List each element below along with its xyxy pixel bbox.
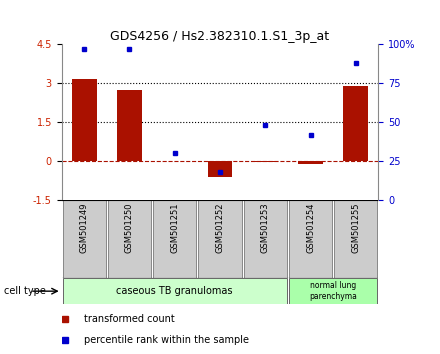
Text: GSM501251: GSM501251	[170, 202, 179, 253]
Bar	[243, 200, 287, 278]
Bar	[298, 161, 323, 164]
Bar	[289, 278, 378, 304]
Title: GDS4256 / Hs2.382310.1.S1_3p_at: GDS4256 / Hs2.382310.1.S1_3p_at	[110, 30, 330, 43]
Bar	[62, 278, 287, 304]
Bar	[253, 161, 278, 162]
Text: caseous TB granulomas: caseous TB granulomas	[117, 286, 233, 296]
Bar	[62, 200, 106, 278]
Text: percentile rank within the sample: percentile rank within the sample	[84, 335, 249, 345]
Bar	[289, 200, 332, 278]
Text: GSM501252: GSM501252	[216, 202, 224, 253]
Text: normal lung
parenchyma: normal lung parenchyma	[309, 281, 357, 301]
Text: GSM501254: GSM501254	[306, 202, 315, 253]
Bar	[208, 161, 232, 177]
Text: GSM501250: GSM501250	[125, 202, 134, 253]
Bar	[334, 200, 378, 278]
Text: transformed count: transformed count	[84, 314, 175, 324]
Text: GSM501253: GSM501253	[261, 202, 270, 253]
Text: cell type: cell type	[4, 286, 46, 296]
Text: GSM501255: GSM501255	[351, 202, 360, 253]
Bar	[108, 200, 151, 278]
Bar	[72, 79, 97, 161]
Bar	[153, 200, 197, 278]
Text: GSM501249: GSM501249	[80, 202, 89, 253]
Bar	[343, 86, 368, 161]
Bar	[117, 90, 142, 161]
Bar	[198, 200, 242, 278]
